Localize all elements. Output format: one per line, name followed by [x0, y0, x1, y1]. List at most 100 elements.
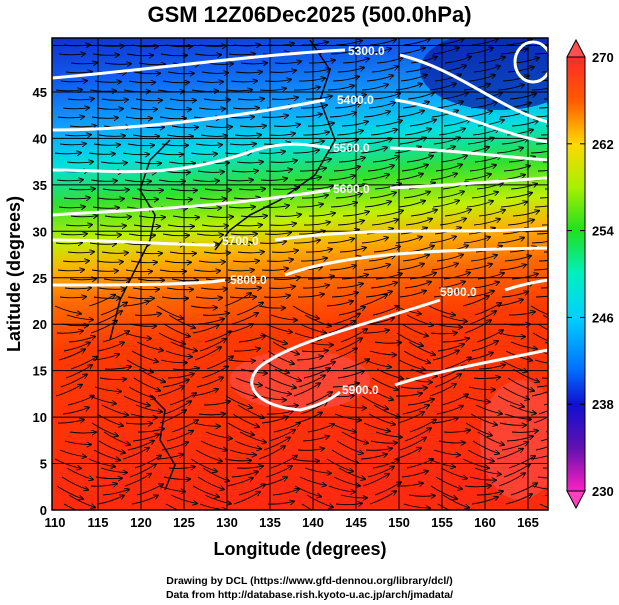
streamline-arrow — [265, 169, 292, 171]
colorbar: 270 262 254 246 238 230 — [566, 38, 614, 510]
streamline-arrow — [341, 275, 368, 280]
streamline-arrow — [267, 501, 294, 504]
streamline-arrow — [363, 264, 390, 271]
streamline-arrow — [363, 422, 390, 431]
streamline-arrow — [469, 311, 496, 325]
streamline-arrow — [67, 252, 94, 253]
streamline-arrow — [298, 375, 325, 388]
streamline-arrow — [261, 417, 288, 424]
streamline-arrow — [236, 466, 263, 468]
streamline-arrow — [405, 377, 432, 382]
streamline-arrow — [368, 102, 395, 109]
streamline-arrow — [331, 140, 358, 145]
streamline-arrow — [301, 350, 328, 351]
contour-label: 5900.0 — [342, 383, 379, 397]
streamline-arrow — [274, 61, 301, 63]
streamline-arrow — [295, 114, 322, 117]
streamline-arrow — [159, 117, 186, 119]
streamline-arrow — [504, 413, 531, 419]
streamline-arrow — [409, 419, 436, 433]
streamline-arrow — [125, 423, 152, 424]
colorbar-tick-label: 270 — [592, 50, 614, 65]
streamline-arrow — [436, 102, 463, 109]
streamline-arrow — [199, 339, 226, 352]
streamline-arrow — [206, 356, 233, 370]
streamline-arrow — [298, 78, 325, 81]
streamline-arrow — [167, 374, 194, 379]
x-tick-label: 160 — [474, 515, 496, 530]
streamline-arrow — [367, 466, 394, 478]
streamline-arrow — [399, 138, 426, 145]
streamline-arrow — [138, 63, 165, 65]
streamline-arrow — [263, 437, 290, 451]
streamline-arrow — [505, 193, 532, 199]
streamline-arrow — [407, 399, 434, 406]
streamline-arrow — [338, 158, 365, 163]
streamline-arrow — [478, 210, 505, 217]
streamline-arrow — [374, 482, 401, 496]
streamline-arrow — [230, 386, 257, 397]
streamline-arrow — [202, 467, 229, 481]
streamline-arrow — [273, 423, 300, 433]
streamline-arrow — [168, 162, 195, 164]
streamline-arrow — [434, 75, 461, 82]
streamline-arrow — [274, 368, 301, 381]
streamline-arrow — [125, 117, 152, 119]
streamline-arrow — [100, 467, 127, 473]
streamline-arrow — [531, 391, 548, 397]
streamline-arrow — [472, 440, 499, 454]
streamline-arrow — [57, 420, 84, 424]
streamline-arrow — [304, 467, 331, 473]
x-tick-label: 140 — [302, 515, 324, 530]
streamline-arrow — [497, 395, 524, 407]
streamline-arrow — [541, 224, 548, 226]
streamline-arrow — [511, 274, 538, 280]
streamline-arrow — [396, 174, 423, 181]
streamline-arrow — [465, 264, 492, 271]
streamline-arrow — [374, 342, 401, 343]
streamline-arrow — [307, 424, 334, 433]
streamline-arrow — [62, 108, 89, 109]
streamline-arrow — [342, 212, 369, 217]
streamline-arrow — [362, 174, 389, 181]
streamline-arrow — [367, 165, 394, 172]
streamline-arrow — [440, 156, 467, 163]
streamline-arrow — [170, 494, 197, 503]
streamline-arrow — [89, 243, 116, 244]
streamline-arrow — [361, 84, 388, 91]
streamline-arrow — [134, 162, 161, 164]
colorbar-tick-label: 262 — [592, 137, 614, 152]
streamline-arrow — [501, 442, 528, 451]
coastlines — [109, 39, 336, 491]
streamline-arrow — [269, 223, 296, 225]
streamline-arrow — [292, 305, 319, 319]
plot-frame — [51, 37, 549, 511]
streamline-arrow — [272, 341, 299, 354]
temperature-field — [52, 38, 548, 510]
streamline-arrow — [329, 266, 356, 271]
streamline-arrow — [270, 456, 297, 469]
streamline-arrow — [196, 377, 223, 388]
streamline-arrow — [376, 210, 403, 217]
streamline-arrow — [240, 216, 267, 217]
streamline-arrow — [409, 120, 436, 127]
streamline-arrow — [469, 476, 496, 480]
streamline-arrow — [541, 71, 548, 73]
streamline-arrow — [330, 50, 357, 55]
streamline-arrow — [502, 76, 529, 82]
streamline-arrow — [373, 93, 400, 100]
streamline-arrow — [162, 81, 189, 83]
streamline-arrow — [271, 97, 298, 99]
streamline-arrow — [259, 395, 286, 400]
streamline-arrow — [239, 279, 266, 280]
x-tick-label: 120 — [130, 515, 152, 530]
streamline-arrow — [91, 270, 118, 271]
streamline-arrow — [204, 189, 231, 190]
streamline-arrow — [365, 448, 392, 450]
streamline-arrow — [128, 234, 155, 236]
streamline-arrow — [97, 45, 124, 46]
streamline-arrow — [104, 63, 131, 64]
streamline-arrow — [132, 135, 159, 137]
streamline-arrow — [366, 75, 393, 82]
streamline-arrow — [204, 331, 231, 343]
